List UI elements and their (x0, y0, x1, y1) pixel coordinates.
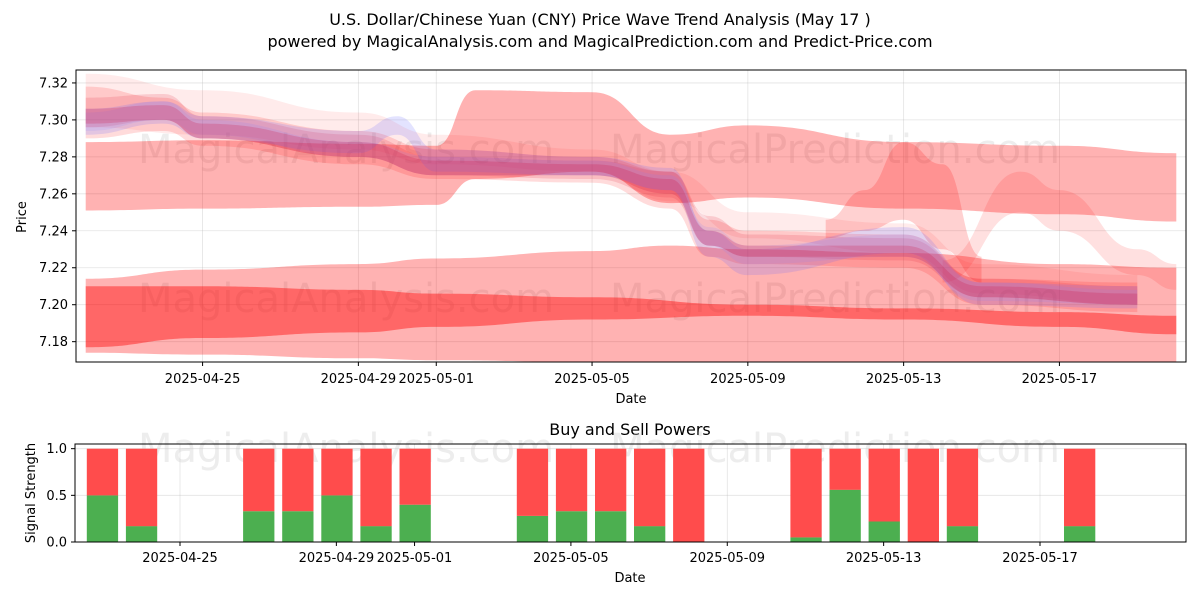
buy-power-bar (399, 504, 431, 542)
sell-power-bar (86, 448, 119, 496)
price-wave-bands (85, 73, 1177, 362)
buy-power-bar (1064, 526, 1096, 542)
signal-x-tick-label: 2025-05-17 (1002, 551, 1078, 566)
price-y-tick-label: 7.18 (39, 335, 68, 350)
price-x-tick-label: 2025-05-17 (1022, 372, 1098, 387)
buy-power-bar (790, 537, 822, 542)
signal-y-tick-label: 0.0 (46, 536, 67, 551)
signal-plot-frame (74, 443, 1187, 543)
watermark-text: MagicalPrediction.com (610, 127, 1060, 173)
price-y-tick-label: 7.20 (39, 298, 68, 313)
signal-x-tick-label: 2025-05-05 (533, 551, 609, 566)
sell-power-bar (555, 448, 588, 512)
wave-band-blue-1 (85, 101, 1138, 309)
price-grid (76, 70, 1186, 362)
wave-band-spike-a (825, 142, 982, 283)
signal-x-tick-label: 2025-05-01 (377, 551, 453, 566)
signal-y-tick-label: 1.0 (46, 442, 67, 457)
chart-subtitle: powered by MagicalAnalysis.com and Magic… (267, 32, 932, 51)
price-y-tick-label: 7.32 (39, 76, 68, 91)
buy-power-bar (243, 511, 275, 542)
price-y-tick-label: 7.28 (39, 150, 68, 165)
chart-title: U.S. Dollar/Chinese Yuan (CNY) Price Wav… (329, 10, 871, 29)
price-plot-frame (75, 69, 1187, 363)
sell-power-bar (360, 448, 392, 527)
sell-power-bar (829, 448, 861, 490)
wave-band-blue-2 (85, 101, 1138, 305)
price-x-tick-label: 2025-04-25 (165, 372, 241, 387)
sell-power-bar (282, 448, 314, 512)
price-x-tick-label: 2025-05-01 (398, 372, 474, 387)
sell-power-bar (243, 448, 275, 512)
sell-power-bar (790, 448, 822, 538)
price-y-tick-label: 7.22 (39, 261, 68, 276)
sell-power-bar (946, 448, 979, 527)
price-x-tick-label: 2025-05-09 (710, 372, 786, 387)
wave-band-upper-light (85, 73, 1138, 305)
sell-power-bar (321, 448, 353, 496)
sell-power-bar (673, 448, 705, 542)
signal-y-tick-label: 0.5 (46, 489, 67, 504)
buy-power-bar (321, 495, 353, 542)
signal-x-axis: 2025-04-25 2025-04-29 2025-05-01 2025-05-05… (142, 542, 1078, 566)
price-x-axis: 2025-04-25 2025-04-29 2025-05-01 2025-05-05… (165, 362, 1097, 387)
signal-x-tick-label: 2025-04-29 (299, 551, 375, 566)
price-x-tick-label: 2025-04-29 (321, 372, 397, 387)
watermark-text: MagicalAnalysis.com (138, 276, 554, 322)
sell-power-bar (1064, 448, 1096, 527)
signal-x-axis-label: Date (614, 571, 645, 586)
signal-bars (86, 448, 1096, 542)
signal-x-tick-label: 2025-04-25 (142, 551, 218, 566)
signal-y-axis: 0.0 0.5 1.0 (46, 442, 75, 551)
wave-band-lower-core (85, 286, 1177, 348)
price-y-tick-label: 7.26 (39, 187, 68, 202)
sell-power-bar (868, 448, 900, 522)
wave-band-lower-channel (85, 245, 1177, 362)
buy-power-bar (555, 511, 588, 542)
sell-power-bar (516, 448, 549, 516)
watermark-text: MagicalAnalysis.com (138, 127, 554, 173)
signal-panel: Buy and Sell Powers MagicalAnalysis.comM… (24, 420, 1187, 586)
sell-power-bar (595, 448, 627, 512)
signal-x-tick-label: 2025-05-09 (689, 551, 765, 566)
wave-band-spike-b (942, 171, 1177, 290)
buy-power-bar (829, 489, 861, 542)
buy-power-bar (946, 526, 979, 542)
buy-power-bar (595, 511, 627, 542)
watermark-text: MagicalPrediction.com (610, 276, 1060, 322)
buy-power-bar (360, 526, 392, 542)
buy-power-bar (125, 526, 158, 542)
price-y-axis-label: Price (15, 201, 30, 233)
buy-power-bar (516, 515, 549, 542)
signal-panel-title: Buy and Sell Powers (549, 420, 711, 439)
wave-band-upper-channel (85, 90, 1177, 222)
sell-power-bar (399, 448, 431, 505)
signal-y-axis-label: Signal Strength (24, 443, 39, 543)
buy-power-bar (634, 526, 666, 542)
price-watermarks: MagicalAnalysis.com MagicalPrediction.com… (138, 127, 1060, 322)
price-x-tick-label: 2025-05-13 (866, 372, 942, 387)
sell-power-bar (634, 448, 666, 527)
price-wave-panel: MagicalAnalysis.com MagicalPrediction.com… (15, 69, 1187, 407)
price-x-tick-label: 2025-05-05 (554, 372, 630, 387)
buy-power-bar (868, 521, 900, 542)
wave-band-mid-red-1 (85, 86, 1138, 313)
sell-power-bar (125, 448, 158, 527)
price-y-tick-label: 7.30 (39, 113, 68, 128)
wave-band-core-crimson (85, 105, 1138, 305)
signal-x-tick-label: 2025-05-13 (846, 551, 922, 566)
price-y-tick-label: 7.24 (39, 224, 68, 239)
wave-band-mid-red-2 (85, 94, 1138, 305)
price-y-axis: 7.18 7.20 7.22 7.24 7.26 7.28 7.30 7.32 (39, 76, 76, 350)
price-x-axis-label: Date (615, 392, 646, 407)
sell-power-bar (907, 448, 939, 542)
buy-power-bar (282, 511, 314, 542)
buy-power-bar (86, 495, 119, 542)
